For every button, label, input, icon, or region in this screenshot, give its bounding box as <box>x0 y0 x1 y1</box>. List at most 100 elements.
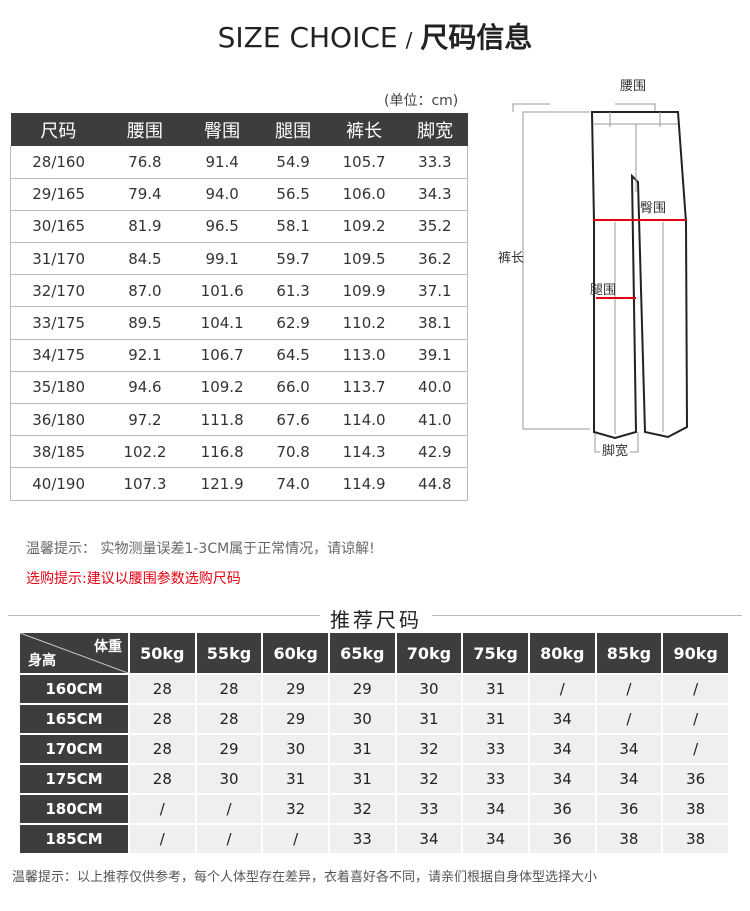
table-cell: 38.1 <box>402 306 468 340</box>
table-cell: / <box>130 825 195 853</box>
table-cell: 81.9 <box>106 210 184 244</box>
recommend-table: 体重 身高 50kg 55kg 60kg 65kg 70kg 75kg 80kg 85kg 90kg… <box>18 631 730 855</box>
table-cell: 30 <box>329 705 395 733</box>
table-cell: / <box>663 735 728 763</box>
table-cell: 92.1 <box>106 339 184 372</box>
table-cell: 87.0 <box>106 274 184 308</box>
table-cell: 32 <box>329 795 395 823</box>
table-cell: / <box>663 675 728 703</box>
table-cell: 104.1 <box>183 306 261 340</box>
table-cell: 36 <box>529 795 595 823</box>
table-row: 34/175 92.1 106.7 64.5 113.0 39.1 <box>10 339 468 372</box>
table-row: 160CM 28 28 29 29 30 31// / <box>20 675 728 703</box>
table-cell: 34 <box>396 825 462 853</box>
table-cell: 61.3 <box>260 274 326 308</box>
table-cell: 107.3 <box>106 467 184 501</box>
table-cell: 102.2 <box>106 435 184 469</box>
table-cell: / <box>196 825 262 853</box>
table-cell: 44.8 <box>402 467 468 501</box>
table-cell: 91.4 <box>183 146 261 179</box>
table-cell: 106.0 <box>325 178 403 211</box>
table-cell: 36 <box>596 795 662 823</box>
weight-header: 65kg <box>329 633 395 673</box>
bottom-tip: 温馨提示：以上推荐仅供参考，每个人体型存在差异，衣着喜好各不同，请亲们根据自身体… <box>12 870 598 885</box>
table-cell: 116.8 <box>183 435 261 469</box>
table-cell: 76.8 <box>106 146 184 179</box>
table-cell: 31 <box>463 675 528 703</box>
table-cell: 33 <box>463 765 528 793</box>
table-cell: 62.9 <box>260 306 326 340</box>
column-header: 裤长 <box>325 113 403 146</box>
table-cell: 38 <box>596 825 662 853</box>
table-row: 30/165 81.9 96.5 58.1 109.2 35.2 <box>10 210 468 244</box>
height-header: 160CM <box>20 675 128 703</box>
table-row: 185CM / //33 34 34 36 38 38 <box>20 825 728 853</box>
hip-label: 臀围 <box>640 201 666 216</box>
table-cell: / <box>529 675 595 703</box>
table-cell: 79.4 <box>106 178 184 211</box>
table-cell: 67.6 <box>260 403 326 437</box>
table-cell: 36.2 <box>402 242 468 276</box>
table-cell: 34 <box>529 705 595 733</box>
table-cell: 30 <box>263 735 328 763</box>
table-row: 32/170 87.0 101.6 61.3 109.9 37.1 <box>10 274 468 308</box>
table-row: 40/190 107.3 121.9 74.0 114.9 44.8 <box>10 467 468 501</box>
table-cell: 111.8 <box>183 403 261 437</box>
table-cell: 33 <box>329 825 395 853</box>
height-header: 175CM <box>20 765 128 793</box>
table-cell: 34 <box>596 735 662 763</box>
waist-label: 腰围 <box>620 79 646 94</box>
table-row: 175CM 28 30 31 31 32 33 34 34 36 <box>20 765 728 793</box>
table-cell: 74.0 <box>260 467 326 501</box>
table-cell: 30 <box>196 765 262 793</box>
table-cell: 97.2 <box>106 403 184 437</box>
weight-header: 70kg <box>396 633 462 673</box>
table-row: 33/175 89.5 104.1 62.9 110.2 38.1 <box>10 306 468 340</box>
table-cell: 29 <box>196 735 262 763</box>
table-cell: 38 <box>663 825 728 853</box>
table-cell: 84.5 <box>106 242 184 276</box>
table-cell: 31 <box>463 705 528 733</box>
table-cell: 109.2 <box>183 371 261 405</box>
table-cell: 28 <box>196 705 262 733</box>
table-cell: 35.2 <box>402 210 468 244</box>
table-cell: 30/165 <box>10 210 107 244</box>
purchase-tip: 选购提示:建议以腰围参数选购尺码 <box>26 571 241 587</box>
table-cell: 28 <box>130 705 195 733</box>
table-cell: 109.5 <box>325 242 403 276</box>
height-header: 165CM <box>20 705 128 733</box>
table-cell: 28 <box>196 675 262 703</box>
table-cell: 109.2 <box>325 210 403 244</box>
table-cell: 31 <box>263 765 328 793</box>
table-cell: 89.5 <box>106 306 184 340</box>
table-cell: 36/180 <box>10 403 107 437</box>
table-cell: 29 <box>263 705 328 733</box>
table-cell: 106.7 <box>183 339 261 372</box>
size-table: 尺码 腰围 臀围 腿围 裤长 脚宽 28/160 76.8 91.4 54.9 105.7 33.3 2… <box>10 113 468 501</box>
table-cell: 34 <box>529 735 595 763</box>
column-header: 腰围 <box>106 113 184 146</box>
table-row: 31/170 84.5 99.1 59.7 109.5 36.2 <box>10 242 468 276</box>
table-cell: 39.1 <box>402 339 468 372</box>
table-cell: 32/170 <box>10 274 107 308</box>
weight-header: 60kg <box>263 633 328 673</box>
table-cell: 35/180 <box>10 371 107 405</box>
unit-label: (单位：cm) <box>384 93 459 109</box>
table-cell: / <box>596 705 662 733</box>
table-cell: / <box>663 705 728 733</box>
table-cell: 28 <box>130 765 195 793</box>
table-cell: 105.7 <box>325 146 403 179</box>
table-cell: 121.9 <box>183 467 261 501</box>
column-header: 脚宽 <box>402 113 468 146</box>
table-cell: / <box>130 795 195 823</box>
table-row: 38/185 102.2 116.8 70.8 114.3 42.9 <box>10 435 468 469</box>
table-cell: 56.5 <box>260 178 326 211</box>
table-cell: 34 <box>529 765 595 793</box>
table-cell: 66.0 <box>260 371 326 405</box>
table-row: 170CM 28 29 30 31 32 33 34 34/ <box>20 735 728 763</box>
table-cell: / <box>596 675 662 703</box>
table-cell: 40.0 <box>402 371 468 405</box>
table-cell: 54.9 <box>260 146 326 179</box>
thigh-label: 腿围 <box>590 283 616 298</box>
table-cell: 28 <box>130 675 195 703</box>
